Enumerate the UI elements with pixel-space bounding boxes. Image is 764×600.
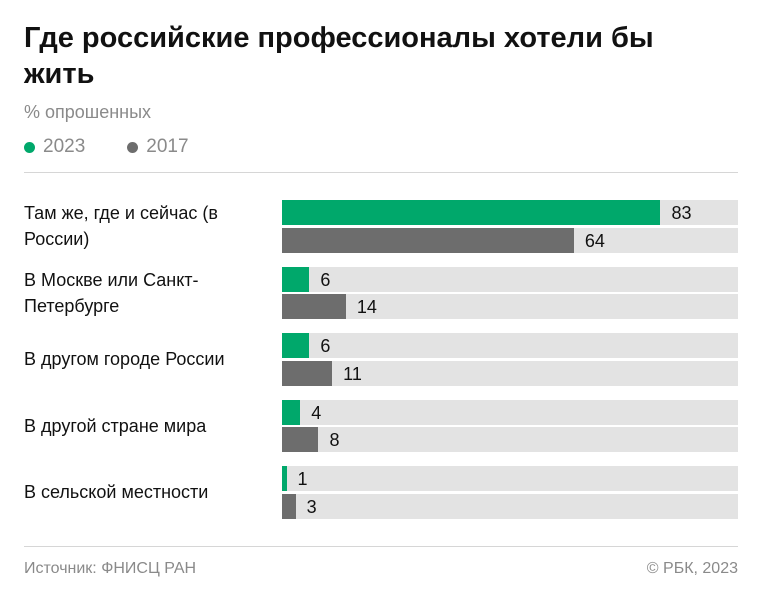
- divider-top: [24, 172, 738, 173]
- legend-item-2023: 2023: [24, 136, 85, 158]
- legend: 2023 2017: [24, 136, 189, 158]
- bar-track: 64: [282, 227, 738, 253]
- bar-track: 1: [282, 466, 738, 491]
- bar-track: 11: [282, 360, 738, 386]
- divider-bottom: [24, 546, 738, 547]
- bar-2023: [282, 266, 310, 292]
- category-label: В другом городе России: [24, 349, 225, 369]
- bar-2017: [282, 360, 333, 386]
- source-note: Источник: ФНИСЦ РАН: [24, 560, 197, 577]
- data-label: 83: [671, 203, 692, 223]
- category-label: Там же, где и сейчас (в России): [24, 203, 218, 249]
- legend-dot-icon: [24, 141, 35, 153]
- bar-track: 83: [282, 200, 738, 225]
- bar-2017: [282, 294, 346, 319]
- bar-track: 3: [282, 493, 738, 519]
- data-label: 3: [306, 496, 317, 517]
- bar-2023: [282, 466, 287, 491]
- chart-subtitle: % опрошенных: [24, 102, 152, 122]
- bar-2017: [282, 427, 319, 452]
- legend-dot-icon: [127, 141, 139, 153]
- bar-track: 8: [282, 427, 738, 452]
- data-label: 11: [343, 363, 362, 384]
- chart-title: Где российские профессионалы хотели бы ж…: [24, 22, 654, 90]
- category-label: В другой стране мира: [24, 415, 207, 436]
- bar-2017: [282, 493, 296, 519]
- bar-2023: [282, 399, 301, 425]
- bar-track: 6: [282, 333, 738, 358]
- bar-2017: [282, 227, 574, 253]
- bar-track: 14: [282, 294, 738, 319]
- data-label: 6: [320, 269, 331, 290]
- category-label: В Москве или Санкт-Петербурге: [24, 269, 199, 316]
- bar-track: 4: [282, 399, 738, 425]
- data-label: 64: [584, 230, 605, 251]
- legend-item-2017: 2017: [127, 136, 189, 158]
- bar-2023: [282, 200, 661, 225]
- data-label: 6: [320, 336, 331, 356]
- copyright: © РБК, 2023: [646, 560, 738, 577]
- data-label: 1: [297, 469, 308, 489]
- category-label: В сельской местности: [24, 482, 209, 502]
- data-label: 8: [329, 430, 340, 450]
- bar-track: 6: [282, 266, 738, 292]
- data-label: 4: [311, 402, 322, 423]
- data-label: 14: [356, 297, 377, 317]
- bar-2023: [282, 333, 310, 358]
